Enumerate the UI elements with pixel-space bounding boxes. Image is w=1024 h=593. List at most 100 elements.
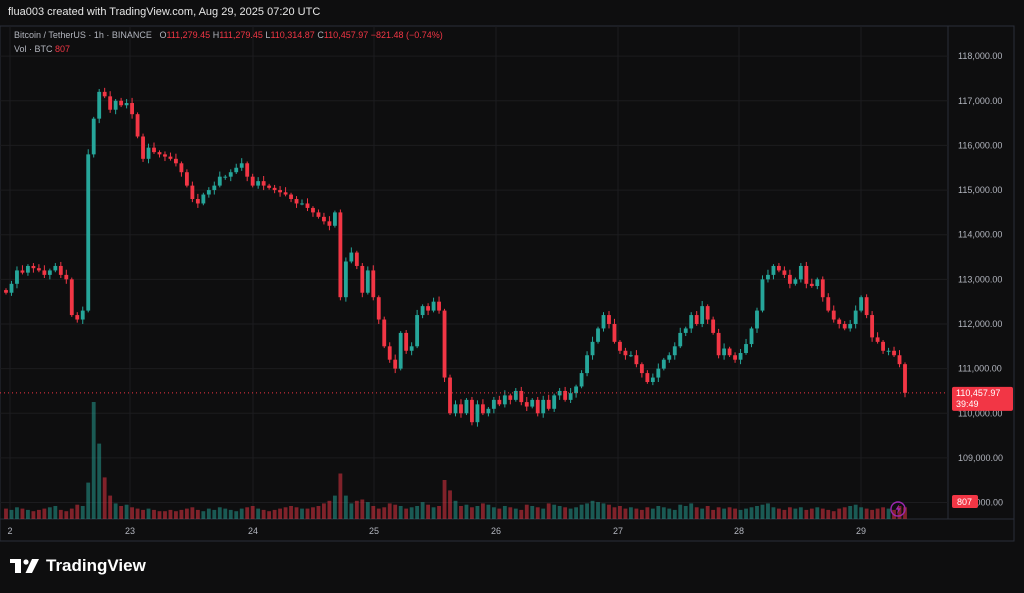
volume-bar bbox=[859, 507, 864, 519]
ohlc-legend[interactable]: Bitcoin / TetherUS · 1h · BINANCE O111,2… bbox=[14, 30, 443, 40]
candle-body bbox=[771, 265, 776, 275]
volume-tag: 807 bbox=[952, 495, 978, 508]
volume-bar bbox=[4, 508, 8, 519]
volume-bar bbox=[146, 508, 151, 519]
volume-bar bbox=[108, 495, 113, 519]
candle-body bbox=[195, 199, 200, 204]
volume-bar bbox=[722, 508, 727, 519]
price-tick-label: 111,000.00 bbox=[958, 364, 1002, 374]
candle-body bbox=[596, 328, 600, 342]
volume-bar bbox=[228, 509, 233, 519]
volume-bar bbox=[667, 508, 672, 519]
volume-bar bbox=[393, 504, 398, 519]
candle-body bbox=[9, 283, 14, 293]
price-axis[interactable]: 118,000.00 117,000.00 116,000.00 115,000.00… bbox=[958, 51, 1003, 507]
volume-bar bbox=[831, 511, 836, 519]
volume-bar bbox=[119, 506, 124, 519]
volume-bar bbox=[453, 500, 458, 519]
candle-body bbox=[327, 221, 332, 226]
candle-body bbox=[513, 390, 518, 400]
candle-body bbox=[672, 346, 677, 356]
candle-body bbox=[448, 377, 452, 414]
volume-bar bbox=[69, 508, 74, 519]
candle-body bbox=[256, 181, 261, 186]
volume-bar bbox=[755, 506, 759, 519]
volume-bar bbox=[113, 503, 118, 519]
candle-body bbox=[146, 147, 151, 159]
candle-body bbox=[903, 364, 907, 393]
candle-body bbox=[31, 265, 36, 269]
volume-bar bbox=[305, 508, 310, 519]
price-tick-label: 108,000.00 bbox=[958, 498, 1003, 508]
volume-bar bbox=[294, 507, 299, 519]
volume-bar bbox=[497, 508, 502, 519]
volume-legend[interactable]: Vol · BTC 807 bbox=[14, 44, 70, 54]
volume-bar bbox=[678, 504, 683, 519]
candle-body bbox=[508, 395, 513, 400]
candle-body bbox=[300, 203, 304, 205]
volume-bar bbox=[903, 507, 907, 519]
candle-body bbox=[612, 323, 617, 342]
candle-body bbox=[278, 190, 283, 193]
volume-bar bbox=[206, 508, 211, 519]
change-value: −821.48 (−0.74%) bbox=[370, 30, 443, 40]
candle-body bbox=[4, 290, 8, 293]
volume-bar bbox=[826, 509, 831, 519]
candle-body bbox=[716, 332, 721, 356]
candle-body bbox=[322, 216, 326, 222]
volume-bar bbox=[135, 508, 140, 519]
volume-bar bbox=[513, 508, 518, 519]
candle-body bbox=[201, 194, 206, 204]
candle-body bbox=[97, 91, 102, 119]
volume-bar bbox=[459, 506, 463, 519]
volume-bar bbox=[568, 508, 573, 519]
volume-bar bbox=[256, 508, 261, 519]
volume-bar bbox=[239, 508, 244, 519]
volume-bars bbox=[4, 402, 907, 519]
candle-body bbox=[618, 341, 622, 351]
candle-body bbox=[480, 404, 485, 414]
volume-bar bbox=[502, 506, 507, 519]
candle-body bbox=[886, 350, 891, 352]
time-tick-label: 25 bbox=[369, 526, 379, 536]
candle-body bbox=[316, 212, 321, 217]
candle-body bbox=[475, 404, 480, 423]
price-tick-label: 114,000.00 bbox=[958, 230, 1002, 240]
price-tick-label: 110,000.00 bbox=[958, 408, 1002, 418]
volume-bar bbox=[426, 504, 431, 519]
volume-bar bbox=[300, 508, 304, 519]
time-axis[interactable]: 2 23 24 25 26 27 28 29 bbox=[7, 526, 866, 536]
candle-body bbox=[815, 279, 820, 287]
volume-bar bbox=[338, 473, 343, 519]
candle-body bbox=[749, 328, 754, 345]
volume-bar bbox=[820, 508, 825, 519]
volume-bar bbox=[250, 506, 255, 519]
candle-body bbox=[36, 268, 41, 271]
candle-body bbox=[47, 270, 52, 275]
brand-name: TradingView bbox=[46, 556, 146, 575]
price-tick-label: 109,000.00 bbox=[958, 453, 1003, 463]
candle-body bbox=[766, 274, 770, 280]
symbol-label[interactable]: Bitcoin / TetherUS · 1h · BINANCE bbox=[14, 30, 152, 40]
candle-body bbox=[272, 187, 277, 191]
volume-bar bbox=[398, 506, 403, 519]
candle-body bbox=[639, 364, 644, 374]
candle-body bbox=[897, 355, 902, 365]
volume-bar bbox=[628, 507, 633, 519]
volume-bar bbox=[15, 507, 19, 519]
volume-bar bbox=[415, 506, 420, 519]
close-value: 110,457.97 bbox=[323, 30, 369, 40]
lightning-icon[interactable] bbox=[890, 501, 906, 517]
candle-body bbox=[453, 404, 458, 414]
candle-body bbox=[585, 355, 589, 374]
last-price-tag: 110,457.97 39:49 bbox=[952, 386, 1013, 411]
volume-bar bbox=[744, 508, 748, 519]
candle-body bbox=[102, 91, 107, 97]
low-label: L bbox=[265, 30, 271, 40]
brand[interactable]: TradingView bbox=[10, 556, 146, 576]
candle-body bbox=[228, 172, 233, 177]
volume-bar bbox=[420, 502, 425, 519]
volume-bar bbox=[80, 506, 85, 519]
candle-body bbox=[464, 399, 469, 414]
volume-bar bbox=[804, 509, 809, 519]
